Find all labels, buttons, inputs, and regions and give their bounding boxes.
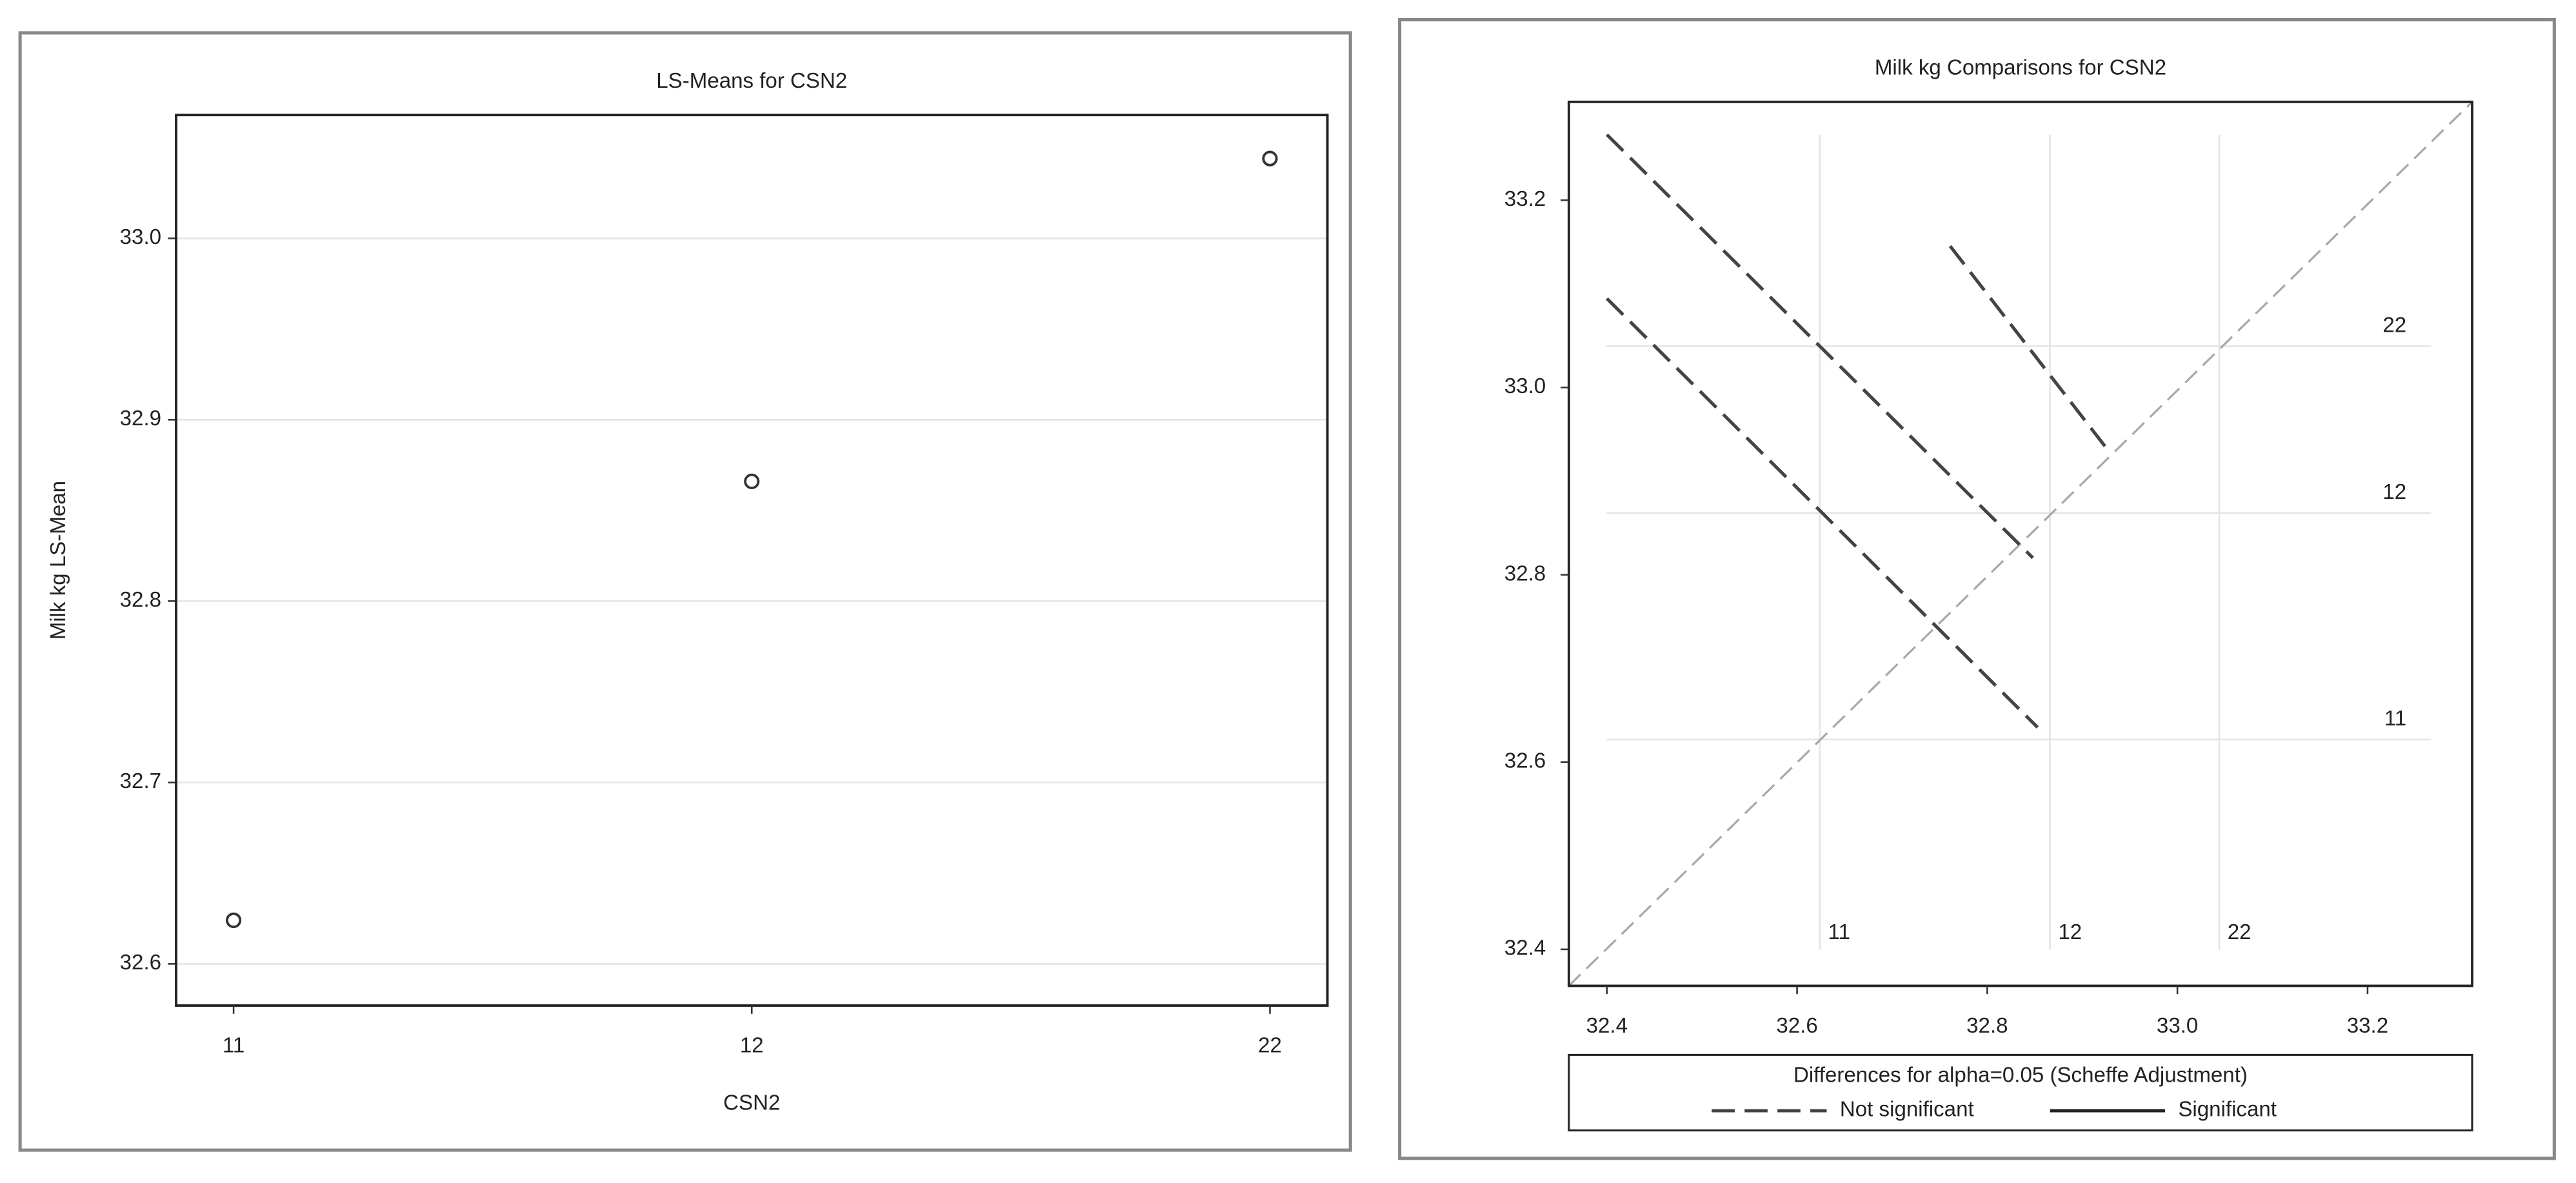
x-axis-label: CSN2 bbox=[723, 1091, 780, 1115]
y-tick-label: 33.2 bbox=[1504, 187, 1546, 211]
y-axis-label: Milk kg LS-Mean bbox=[46, 481, 70, 640]
comparison-segment bbox=[1605, 297, 2039, 729]
level-label: 11 bbox=[1828, 920, 1850, 944]
level-label: 22 bbox=[2228, 920, 2252, 944]
chart-title: LS-Means for CSN2 bbox=[656, 69, 847, 93]
level-label: 22 bbox=[2382, 314, 2406, 338]
y-tick-label: 32.6 bbox=[120, 951, 161, 975]
y-tick-label: 32.8 bbox=[120, 588, 161, 612]
chart-title: Milk kg Comparisons for CSN2 bbox=[1875, 56, 2166, 80]
x-tick-label: 12 bbox=[740, 1033, 764, 1057]
y-tick-label: 32.4 bbox=[1504, 936, 1546, 960]
level-label: 12 bbox=[2382, 480, 2406, 504]
y-tick-label: 33.0 bbox=[120, 225, 161, 249]
x-tick-label: 32.8 bbox=[1966, 1014, 2008, 1038]
y-tick-label: 32.7 bbox=[120, 769, 161, 793]
point bbox=[225, 912, 242, 929]
plot-frame bbox=[1567, 100, 2473, 987]
legend-box bbox=[1568, 1053, 2473, 1132]
x-tick-label: 11 bbox=[223, 1033, 245, 1057]
x-tick-label: 32.6 bbox=[1776, 1014, 1817, 1038]
x-tick-label: 33.0 bbox=[2157, 1014, 2198, 1038]
x-tick-label: 33.2 bbox=[2347, 1014, 2388, 1038]
point bbox=[1262, 150, 1278, 167]
level-label: 11 bbox=[2384, 707, 2406, 731]
comparison-segment bbox=[1605, 133, 2034, 560]
y-tick-label: 32.6 bbox=[1504, 749, 1546, 773]
y-tick-label: 32.9 bbox=[120, 407, 161, 430]
y-tick-label: 32.8 bbox=[1504, 561, 1546, 585]
point bbox=[744, 473, 760, 489]
x-tick-label: 32.4 bbox=[1586, 1014, 1628, 1038]
left-panel bbox=[18, 31, 1352, 1152]
legend-label: Significant bbox=[2178, 1098, 2277, 1122]
y-tick-label: 33.0 bbox=[1504, 374, 1546, 398]
legend-title: Differences for alpha=0.05 (Scheffe Adju… bbox=[1793, 1063, 2248, 1087]
comparison-segment bbox=[1948, 245, 2107, 448]
diagonal bbox=[1568, 101, 2473, 987]
level-label: 12 bbox=[2058, 920, 2082, 944]
legend-label: Not significant bbox=[1840, 1098, 1974, 1122]
x-tick-label: 22 bbox=[1258, 1033, 1282, 1057]
